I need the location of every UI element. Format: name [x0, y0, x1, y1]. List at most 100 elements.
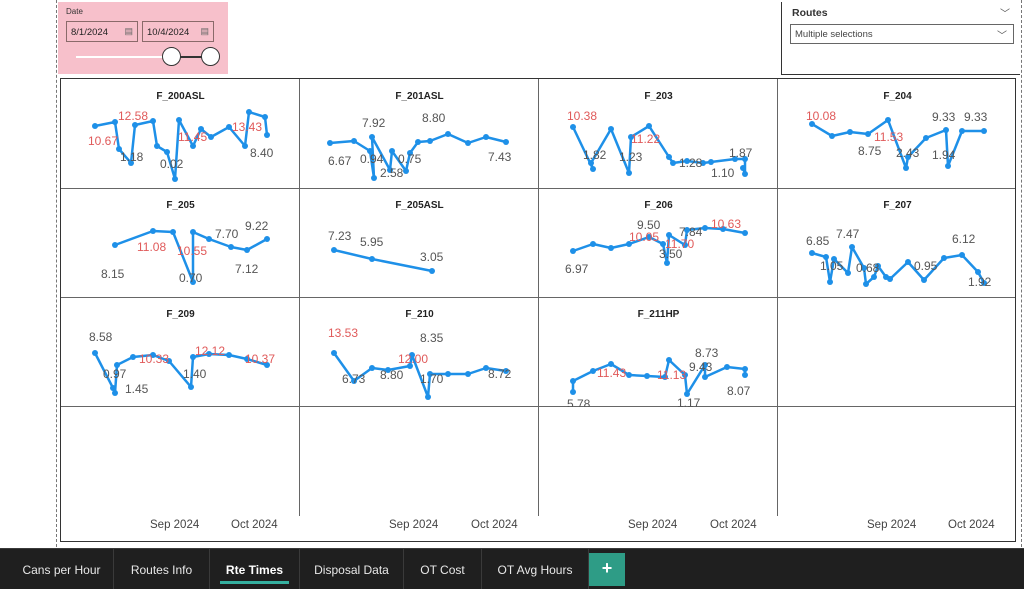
data-point[interactable] — [646, 234, 652, 240]
data-point[interactable] — [154, 143, 160, 149]
route-panel[interactable]: F_203 10.38 1.82 1.23 11.22 1.28 1.10 1.87 — [539, 79, 778, 189]
data-point[interactable] — [905, 259, 911, 265]
data-point[interactable] — [702, 362, 708, 368]
date-slider-end-handle[interactable] — [201, 47, 220, 66]
data-point[interactable] — [112, 390, 118, 396]
data-point[interactable] — [849, 244, 855, 250]
data-point[interactable] — [702, 225, 708, 231]
route-panel[interactable]: F_211HP 5.78 11.43 11.13 1.17 8.73 9.43 8.07 — [539, 297, 778, 407]
data-point[interactable] — [666, 357, 672, 363]
data-point[interactable] — [644, 373, 650, 379]
data-point[interactable] — [702, 374, 708, 380]
data-point[interactable] — [981, 128, 987, 134]
date-slider-start-handle[interactable] — [162, 47, 181, 66]
data-point[interactable] — [503, 139, 509, 145]
data-point[interactable] — [264, 132, 270, 138]
route-sparkline[interactable]: 8.58 0.971.45 10.33 1.40 12.12 10.37 — [61, 297, 300, 407]
data-point[interactable] — [176, 117, 182, 123]
data-point[interactable] — [670, 160, 676, 166]
data-point[interactable] — [608, 126, 614, 132]
route-sparkline[interactable]: 10.38 1.82 1.23 11.22 1.28 1.10 1.87 — [539, 79, 778, 189]
data-point[interactable] — [483, 134, 489, 140]
data-point[interactable] — [190, 279, 196, 285]
date-end-input[interactable]: 10/4/2024 ▤ — [142, 21, 214, 42]
data-point[interactable] — [483, 365, 489, 371]
data-point[interactable] — [861, 265, 867, 271]
tab-routes-info[interactable]: Routes Info — [114, 549, 210, 589]
route-sparkline[interactable]: 5.78 11.43 11.13 1.17 8.739.43 8.07 — [539, 297, 778, 407]
data-point[interactable] — [742, 156, 748, 162]
data-point[interactable] — [664, 260, 670, 266]
data-point[interactable] — [923, 135, 929, 141]
route-sparkline[interactable]: 7.23 5.95 3.05 — [300, 188, 539, 298]
data-point[interactable] — [150, 118, 156, 124]
calendar-icon[interactable]: ▤ — [200, 26, 209, 36]
data-point[interactable] — [206, 351, 212, 357]
data-point[interactable] — [588, 160, 594, 166]
data-point[interactable] — [959, 252, 965, 258]
route-panel[interactable]: F_204 10.08 8.75 11.53 2.43 9.33 1.94 9.33 — [778, 79, 1017, 189]
data-point[interactable] — [708, 159, 714, 165]
data-point[interactable] — [150, 352, 156, 358]
data-point[interactable] — [809, 250, 815, 256]
data-point[interactable] — [130, 354, 136, 360]
data-point[interactable] — [228, 244, 234, 250]
data-point[interactable] — [465, 371, 471, 377]
data-point[interactable] — [570, 124, 576, 130]
data-point[interactable] — [628, 134, 634, 140]
data-point[interactable] — [170, 229, 176, 235]
route-sparkline[interactable]: 13.53 6.73 8.80 12.00 8.35 1.70 8.72 — [300, 297, 539, 407]
data-point[interactable] — [903, 165, 909, 171]
data-point[interactable] — [112, 119, 118, 125]
data-point[interactable] — [409, 352, 415, 358]
data-point[interactable] — [427, 371, 433, 377]
data-point[interactable] — [742, 366, 748, 372]
data-point[interactable] — [845, 270, 851, 276]
data-point[interactable] — [262, 114, 268, 120]
data-point[interactable] — [92, 350, 98, 356]
data-point[interactable] — [367, 148, 373, 154]
data-point[interactable] — [369, 256, 375, 262]
data-point[interactable] — [905, 154, 911, 160]
data-point[interactable] — [809, 121, 815, 127]
data-point[interactable] — [351, 138, 357, 144]
route-sparkline[interactable]: 8.15 11.08 10.55 0.70 7.70 7.12 9.22 — [61, 188, 300, 298]
data-point[interactable] — [570, 389, 576, 395]
data-point[interactable] — [684, 158, 690, 164]
data-point[interactable] — [407, 363, 413, 369]
data-point[interactable] — [823, 254, 829, 260]
data-point[interactable] — [166, 358, 172, 364]
tab-disposal-data[interactable]: Disposal Data — [300, 549, 404, 589]
data-point[interactable] — [740, 165, 746, 171]
route-sparkline[interactable]: 6.85 1.05 7.47 0.68 0.95 6.12 1.92 — [778, 188, 1017, 298]
data-point[interactable] — [626, 372, 632, 378]
tab-rte-times[interactable]: Rte Times — [210, 549, 300, 589]
route-panel[interactable]: F_200ASL 10.67 12.58 1.18 0.02 11.45 13.43 8.40 — [61, 79, 300, 189]
data-point[interactable] — [885, 117, 891, 123]
tab-ot-cost[interactable]: OT Cost — [404, 549, 482, 589]
data-point[interactable] — [887, 276, 893, 282]
route-sparkline[interactable]: 6.67 7.92 0.942.580.75 8.80 7.43 — [300, 79, 539, 189]
data-point[interactable] — [742, 230, 748, 236]
data-point[interactable] — [331, 350, 337, 356]
route-panel[interactable]: F_205ASL 7.23 5.95 3.05 — [300, 188, 539, 298]
data-point[interactable] — [865, 131, 871, 137]
date-slider-track[interactable] — [76, 56, 212, 58]
data-point[interactable] — [684, 227, 690, 233]
data-point[interactable] — [590, 368, 596, 374]
add-page-button[interactable]: + — [589, 553, 625, 586]
route-panel[interactable]: F_209 8.58 0.97 1.45 10.33 1.40 12.12 10.37 — [61, 297, 300, 407]
date-start-input[interactable]: 8/1/2024 ▤ — [66, 21, 138, 42]
data-point[interactable] — [351, 378, 357, 384]
tab-cans-per-hour[interactable]: Cans per Hour — [10, 549, 114, 589]
data-point[interactable] — [863, 281, 869, 287]
data-point[interactable] — [226, 124, 232, 130]
data-point[interactable] — [847, 129, 853, 135]
data-point[interactable] — [732, 156, 738, 162]
data-point[interactable] — [407, 150, 413, 156]
data-point[interactable] — [503, 368, 509, 374]
data-point[interactable] — [427, 138, 433, 144]
data-point[interactable] — [226, 352, 232, 358]
data-point[interactable] — [975, 269, 981, 275]
